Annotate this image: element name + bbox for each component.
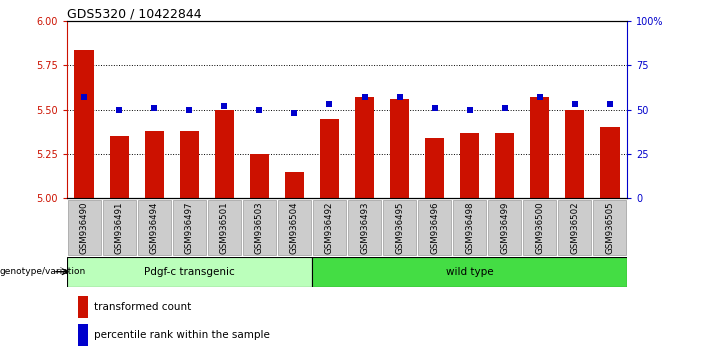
Text: GSM936492: GSM936492 xyxy=(325,202,334,254)
Text: GSM936499: GSM936499 xyxy=(501,202,509,254)
Text: GSM936502: GSM936502 xyxy=(571,202,579,254)
Bar xyxy=(530,97,550,198)
FancyBboxPatch shape xyxy=(102,200,135,255)
FancyBboxPatch shape xyxy=(243,200,276,255)
Point xyxy=(604,102,615,107)
Point xyxy=(534,95,545,100)
Bar xyxy=(320,119,339,198)
Bar xyxy=(78,296,88,318)
Bar xyxy=(215,110,234,198)
FancyBboxPatch shape xyxy=(173,200,206,255)
Bar xyxy=(144,131,164,198)
FancyBboxPatch shape xyxy=(137,200,170,255)
Point xyxy=(569,102,580,107)
FancyBboxPatch shape xyxy=(488,200,521,255)
Text: GSM936496: GSM936496 xyxy=(430,202,439,254)
FancyBboxPatch shape xyxy=(67,257,312,287)
Bar xyxy=(495,133,515,198)
Point xyxy=(464,107,475,113)
Text: GDS5320 / 10422844: GDS5320 / 10422844 xyxy=(67,7,201,20)
Point xyxy=(114,107,125,113)
Point xyxy=(79,95,90,100)
Text: GSM936490: GSM936490 xyxy=(80,202,88,254)
Bar xyxy=(74,50,94,198)
Point xyxy=(149,105,160,111)
Text: GSM936500: GSM936500 xyxy=(536,202,544,254)
FancyBboxPatch shape xyxy=(348,200,381,255)
FancyBboxPatch shape xyxy=(593,200,627,255)
FancyBboxPatch shape xyxy=(67,200,101,255)
Text: GSM936491: GSM936491 xyxy=(115,202,123,254)
Bar xyxy=(355,97,374,198)
Text: GSM936497: GSM936497 xyxy=(185,202,193,254)
Text: GSM936505: GSM936505 xyxy=(606,202,614,254)
Text: GSM936493: GSM936493 xyxy=(360,202,369,254)
FancyBboxPatch shape xyxy=(558,200,592,255)
Text: GSM936498: GSM936498 xyxy=(465,202,474,254)
Bar xyxy=(250,154,269,198)
FancyBboxPatch shape xyxy=(312,257,627,287)
Point xyxy=(324,102,335,107)
Text: Pdgf-c transgenic: Pdgf-c transgenic xyxy=(144,267,235,277)
Bar xyxy=(78,324,88,346)
Bar xyxy=(600,127,620,198)
FancyBboxPatch shape xyxy=(418,200,451,255)
Point xyxy=(359,95,370,100)
FancyBboxPatch shape xyxy=(313,200,346,255)
Point xyxy=(394,95,405,100)
Bar xyxy=(425,138,444,198)
Point xyxy=(219,103,230,109)
Point xyxy=(429,105,440,111)
Bar xyxy=(179,131,199,198)
Text: GSM936503: GSM936503 xyxy=(255,202,264,254)
Bar xyxy=(565,110,585,198)
Point xyxy=(499,105,510,111)
Text: GSM936495: GSM936495 xyxy=(395,202,404,254)
Bar xyxy=(109,136,129,198)
Bar xyxy=(390,99,409,198)
Point xyxy=(254,107,265,113)
FancyBboxPatch shape xyxy=(278,200,311,255)
Bar xyxy=(460,133,479,198)
Point xyxy=(289,110,300,116)
FancyBboxPatch shape xyxy=(453,200,486,255)
FancyBboxPatch shape xyxy=(207,200,241,255)
Text: GSM936494: GSM936494 xyxy=(150,202,158,254)
Text: GSM936504: GSM936504 xyxy=(290,202,299,254)
Point xyxy=(184,107,195,113)
Text: genotype/variation: genotype/variation xyxy=(0,267,86,276)
Text: transformed count: transformed count xyxy=(93,302,191,312)
Text: wild type: wild type xyxy=(446,267,494,277)
FancyBboxPatch shape xyxy=(523,200,556,255)
FancyBboxPatch shape xyxy=(383,200,416,255)
Text: GSM936501: GSM936501 xyxy=(220,202,229,254)
Bar xyxy=(285,172,304,198)
Text: percentile rank within the sample: percentile rank within the sample xyxy=(93,330,269,340)
